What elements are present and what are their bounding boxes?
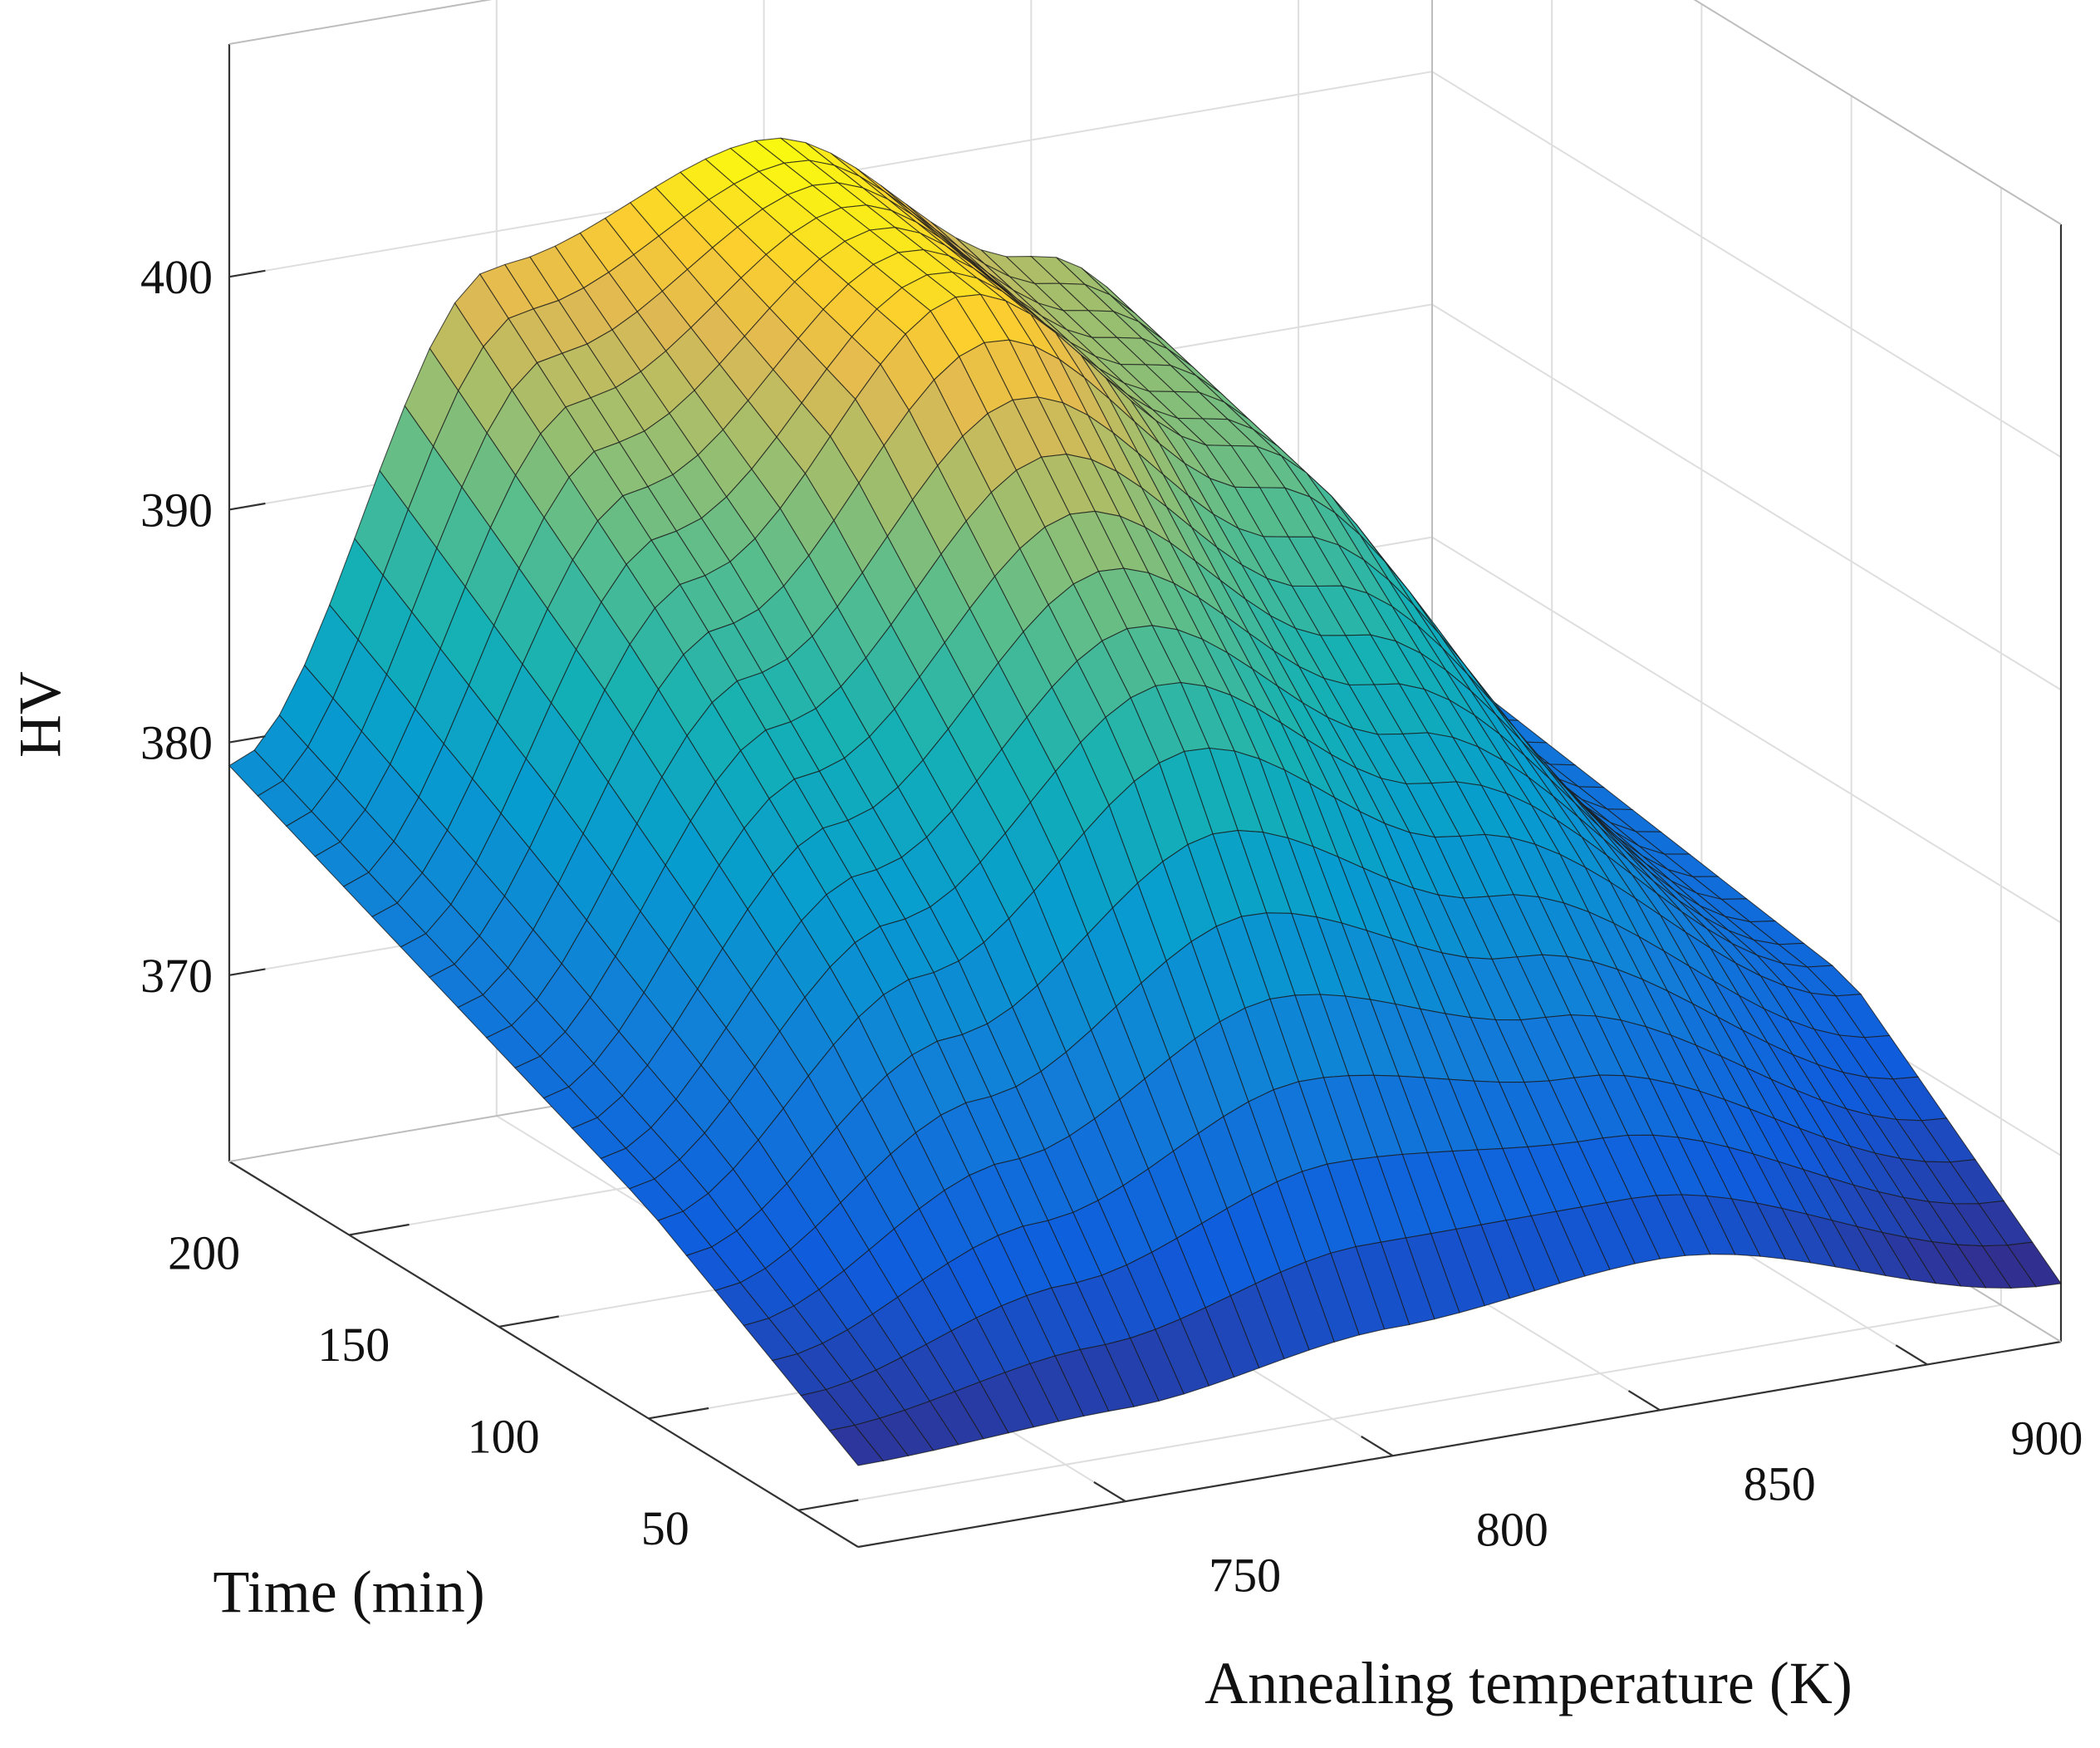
x-tick-label: 850 bbox=[1744, 1457, 1816, 1511]
side-wall-grid-z bbox=[1431, 536, 2062, 924]
y-tick-label: 150 bbox=[317, 1318, 390, 1372]
surface-patch bbox=[828, 1424, 885, 1466]
x-tick bbox=[1361, 1436, 1394, 1457]
back-top-edge bbox=[228, 0, 493, 45]
z-tick-label: 380 bbox=[140, 716, 213, 770]
x-tick bbox=[1627, 1390, 1661, 1412]
z-tick bbox=[228, 735, 266, 744]
y-tick-label: 50 bbox=[641, 1501, 689, 1555]
y-axis-line bbox=[228, 1161, 859, 1548]
y-tick bbox=[797, 1499, 859, 1511]
side-wall-grid-z bbox=[1431, 303, 2062, 691]
side-top-edge bbox=[1693, 0, 2062, 225]
x-tick-label: 750 bbox=[1209, 1548, 1281, 1602]
y-axis-label: Time (min) bbox=[213, 1559, 484, 1625]
z-axis-label: HV bbox=[7, 671, 73, 758]
y-tick bbox=[498, 1315, 559, 1328]
y-tick-label: 100 bbox=[468, 1409, 540, 1463]
x-tick-label: 900 bbox=[2010, 1412, 2083, 1466]
y-tick bbox=[349, 1223, 410, 1236]
z-tick bbox=[228, 502, 266, 511]
y-tick bbox=[648, 1407, 709, 1420]
y-tick-label: 200 bbox=[168, 1225, 240, 1279]
z-tick-label: 400 bbox=[140, 250, 213, 304]
x-tick bbox=[1093, 1480, 1126, 1503]
x-axis-label: Annealing temperature (K) bbox=[1205, 1650, 1852, 1716]
tick-layer: 750 800 850 900 50 100 150 200 370 380 390 400 bbox=[140, 250, 2083, 1602]
z-tick bbox=[228, 968, 266, 976]
surface bbox=[228, 137, 2062, 1466]
z-tick-label: 370 bbox=[140, 949, 213, 1003]
x-tick-label: 800 bbox=[1476, 1502, 1548, 1556]
side-wall-grid-z bbox=[1431, 71, 2062, 459]
x-tick bbox=[1895, 1344, 1928, 1366]
z-tick bbox=[228, 269, 266, 278]
floor-grid-y bbox=[797, 1304, 2002, 1511]
z-tick-label: 390 bbox=[140, 483, 213, 537]
x-axis-line bbox=[857, 1340, 2062, 1549]
